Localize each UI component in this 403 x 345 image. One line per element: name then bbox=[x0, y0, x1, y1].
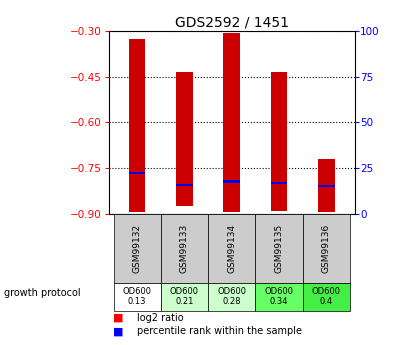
Text: OD600
0.34: OD600 0.34 bbox=[264, 287, 293, 306]
Bar bbox=[176, 184, 193, 186]
Text: GSM99135: GSM99135 bbox=[274, 224, 283, 273]
Bar bbox=[208, 283, 256, 310]
Bar bbox=[318, 185, 334, 187]
Bar bbox=[303, 283, 350, 310]
Text: OD600
0.28: OD600 0.28 bbox=[217, 287, 246, 306]
Bar bbox=[223, 180, 240, 183]
Text: percentile rank within the sample: percentile rank within the sample bbox=[137, 326, 302, 336]
Bar bbox=[271, 181, 287, 184]
Bar bbox=[161, 214, 208, 283]
Text: ■: ■ bbox=[113, 313, 123, 323]
Bar bbox=[256, 214, 303, 283]
Text: OD600
0.13: OD600 0.13 bbox=[123, 287, 152, 306]
Bar bbox=[161, 283, 208, 310]
Bar bbox=[318, 159, 334, 213]
Text: growth protocol: growth protocol bbox=[4, 288, 81, 298]
Text: GSM99133: GSM99133 bbox=[180, 224, 189, 273]
Bar bbox=[271, 72, 287, 211]
Bar bbox=[129, 172, 145, 174]
Text: log2 ratio: log2 ratio bbox=[137, 313, 184, 323]
Bar bbox=[176, 72, 193, 206]
Bar bbox=[256, 283, 303, 310]
Bar bbox=[223, 32, 240, 213]
Text: GSM99136: GSM99136 bbox=[322, 224, 331, 273]
Bar bbox=[303, 214, 350, 283]
Bar bbox=[114, 283, 161, 310]
Text: GSM99134: GSM99134 bbox=[227, 224, 236, 273]
Bar bbox=[208, 214, 256, 283]
Text: OD600
0.21: OD600 0.21 bbox=[170, 287, 199, 306]
Text: GSM99132: GSM99132 bbox=[133, 224, 142, 273]
Text: OD600
0.4: OD600 0.4 bbox=[312, 287, 341, 306]
Bar bbox=[114, 214, 161, 283]
Title: GDS2592 / 1451: GDS2592 / 1451 bbox=[175, 16, 289, 30]
Bar bbox=[129, 39, 145, 213]
Text: ■: ■ bbox=[113, 326, 123, 336]
